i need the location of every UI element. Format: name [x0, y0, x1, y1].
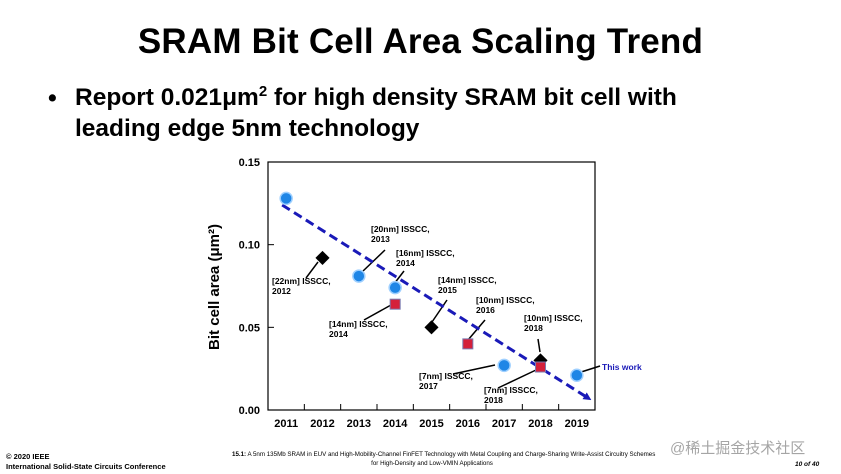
annotation-label: [10nm] ISSCC, 2018 — [524, 313, 583, 333]
annotation-line: [14nm] ISSCC, — [438, 275, 497, 285]
footer-citation: 15.1: A 5nm 135Mb SRAM in EUV and High-M… — [232, 451, 672, 468]
citation-line2: for High-Density and Low-VMIN Applicatio… — [371, 459, 493, 467]
annotation-line: [7nm] ISSCC, — [419, 371, 473, 381]
annotation-line: 2014 — [396, 258, 415, 268]
x-tick-label: 2015 — [419, 418, 443, 430]
bullet-marker: • — [48, 84, 57, 112]
data-point-circle — [352, 269, 366, 283]
annotation-line: [16nm] ISSCC, — [396, 248, 455, 258]
annotation-line: 2014 — [329, 329, 348, 339]
annotation-line: 2012 — [272, 286, 291, 296]
annotation-leaders — [305, 249, 601, 389]
annotation-leader — [305, 261, 319, 279]
x-tick-label: 2016 — [456, 418, 480, 430]
y-axis: 0.00 0.05 0.10 0.15 Bit cell area (μm²) — [206, 157, 274, 417]
slide-title: SRAM Bit Cell Area Scaling Trend — [137, 22, 704, 61]
annotation-line: [22nm] ISSCC, — [272, 276, 331, 286]
y-tick-label: 0.05 — [239, 322, 260, 334]
y-axis-title: Bit cell area (μm²) — [206, 224, 223, 350]
x-tick-label: 2019 — [565, 418, 589, 430]
x-tick-label: 2017 — [492, 418, 516, 430]
annotation-label: [10nm] ISSCC, 2016 — [476, 295, 535, 315]
bullet-line2: leading edge 5nm technology — [75, 115, 420, 142]
data-point-circle — [388, 280, 402, 295]
annotation-line: 2018 — [524, 323, 543, 333]
annotation-line: This work — [602, 362, 642, 372]
data-point-square — [535, 361, 546, 373]
data-point-diamond — [315, 250, 330, 265]
y-tick-label: 0.10 — [239, 240, 260, 252]
x-tick-label: 2013 — [347, 418, 371, 430]
data-point-square — [462, 338, 474, 350]
data-point-diamond — [424, 320, 439, 335]
annotation-label: [7nm] ISSCC, 2017 — [419, 371, 473, 391]
unit-exponent: 2 — [258, 83, 268, 100]
watermark: @稀土掘金技术社区 — [670, 440, 806, 457]
annotation-line: [14nm] ISSCC, — [329, 319, 388, 329]
data-point-circle — [497, 358, 511, 373]
footer-left: © 2020 IEEE International Solid-State Ci… — [6, 452, 166, 472]
annotation-line: 2018 — [484, 395, 503, 405]
bullet-line1-post: for high density SRAM bit cell with — [267, 84, 677, 111]
x-tick-label: 2011 — [274, 418, 298, 430]
y-tick-label: 0.15 — [239, 157, 260, 169]
data-point-circle — [570, 368, 584, 383]
bullet-text: Report 0.021μm2 for high density SRAM bi… — [75, 82, 815, 144]
annotation-label: [7nm] ISSCC, 2018 — [484, 385, 538, 405]
data-point-circle — [279, 191, 293, 206]
annotation-label: [16nm] ISSCC, 2014 — [396, 248, 455, 268]
annotation-line: 2013 — [371, 234, 390, 244]
data-point-square — [389, 298, 401, 310]
annotation-label: [14nm] ISSCC, 2014 — [329, 319, 388, 339]
conference-name: International Solid-State Circuits Confe… — [6, 462, 166, 471]
annotation-line: 2015 — [438, 285, 457, 295]
annotation-line: 2016 — [476, 305, 495, 315]
bullet-line1-pre: Report 0.021 — [75, 84, 223, 111]
x-tick-label: 2018 — [528, 418, 552, 430]
y-tick-label: 0.00 — [239, 405, 260, 417]
x-tick-label: 2012 — [310, 418, 334, 430]
copyright: © 2020 IEEE — [6, 452, 50, 461]
annotation-line: 2017 — [419, 381, 438, 391]
x-tick-label: 2014 — [383, 418, 408, 430]
x-axis: 2011 2012 2013 2014 2015 2016 2017 2018 2019 — [274, 404, 589, 430]
annotation-label: [22nm] ISSCC, 2012 — [272, 276, 331, 296]
annotations: [22nm] ISSCC, 2012 [20nm] ISSCC, 2013 [16nm]… — [272, 224, 642, 405]
annotation-leader — [537, 338, 541, 353]
citation-line1: A 5nm 135Mb SRAM in EUV and High-Mobilit… — [246, 451, 656, 458]
data-markers — [279, 191, 584, 383]
annotation-this-work: This work — [602, 362, 642, 372]
annotation-leader — [467, 319, 486, 341]
annotation-leader — [497, 369, 537, 389]
annotation-leader — [361, 249, 386, 273]
annotation-line: [10nm] ISSCC, — [524, 313, 583, 323]
annotation-leader — [452, 364, 496, 375]
annotation-line: [7nm] ISSCC, — [484, 385, 538, 395]
annotation-line: [10nm] ISSCC, — [476, 295, 535, 305]
annotation-leader — [431, 299, 448, 323]
annotation-line: [20nm] ISSCC, — [371, 224, 430, 234]
annotation-label: [14nm] ISSCC, 2015 — [438, 275, 497, 295]
unit-mu: μm — [222, 84, 259, 111]
annotation-leader — [363, 304, 392, 321]
page-number: 10 of 40 — [795, 461, 820, 468]
citation-ref: 15.1: — [232, 451, 247, 458]
annotation-label: [20nm] ISSCC, 2013 — [371, 224, 430, 244]
